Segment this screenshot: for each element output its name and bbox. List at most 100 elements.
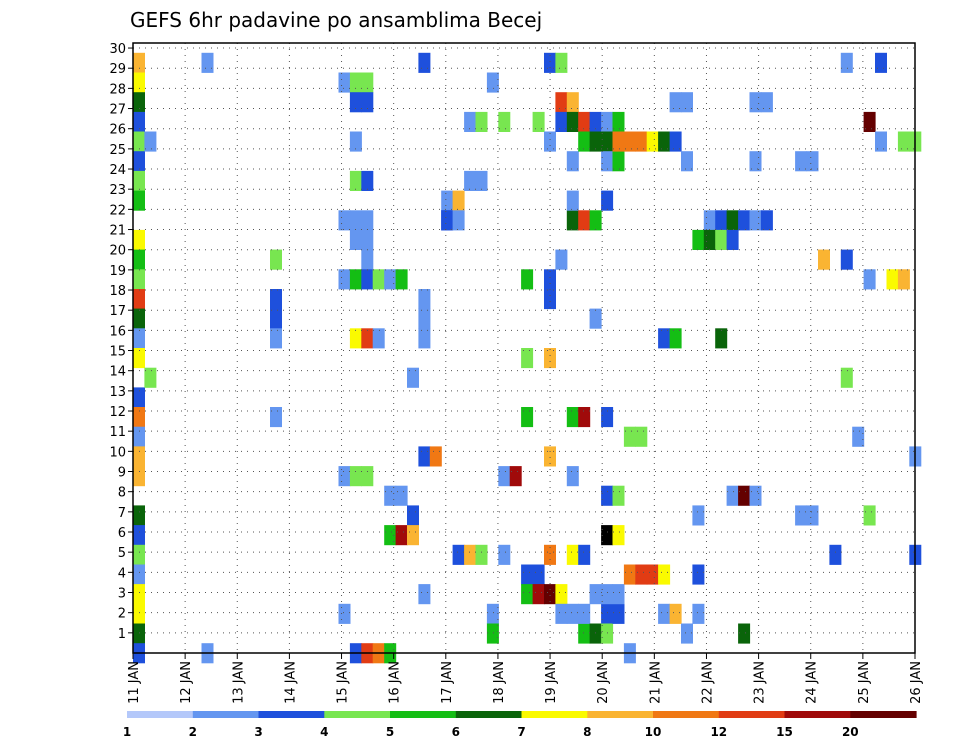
heatmap-cell <box>635 426 648 447</box>
legend-label: 4 <box>320 725 328 739</box>
legend-swatch <box>324 711 391 718</box>
heatmap-cell <box>133 111 145 132</box>
x-tick-label: 11 JAN <box>127 661 142 704</box>
heatmap-cell <box>133 544 145 565</box>
heatmap-cell <box>133 348 145 369</box>
heatmap-cell <box>418 52 431 73</box>
heatmap-cell <box>623 564 636 585</box>
heatmap-cells <box>133 52 922 664</box>
heatmap-cell <box>361 249 374 270</box>
heatmap-cell <box>601 623 614 644</box>
x-tick-label: 20 JAN <box>596 661 611 704</box>
heatmap-cell <box>566 151 579 172</box>
legend-swatch <box>653 711 720 718</box>
heatmap-cell <box>612 131 625 152</box>
heatmap-cell <box>578 603 591 624</box>
legend-label: 6 <box>452 725 460 739</box>
heatmap-cell <box>133 308 145 329</box>
heatmap-cell <box>897 131 910 152</box>
legend-label: 1 <box>123 725 131 739</box>
heatmap-cell <box>806 505 819 526</box>
heatmap-cell <box>601 603 614 624</box>
heatmap-cell <box>338 210 351 231</box>
x-axis: 11 JAN 12 JAN 13 JAN 14 JAN 15 JAN 16 JAN 17 J… <box>127 653 924 704</box>
heatmap-cell <box>133 249 145 270</box>
heatmap-cell <box>566 544 579 565</box>
heatmap-cell <box>692 505 705 526</box>
heatmap-cell <box>623 426 636 447</box>
heatmap-cell <box>589 111 602 132</box>
heatmap-cell <box>349 269 362 290</box>
heatmap-cell <box>566 111 579 132</box>
y-tick-label: 29 <box>109 62 126 77</box>
legend-swatch <box>587 711 654 718</box>
heatmap-cell <box>681 92 693 113</box>
heatmap-cell <box>555 584 568 605</box>
heatmap-cell <box>133 229 145 250</box>
heatmap-cell <box>692 603 705 624</box>
heatmap-cell <box>623 131 636 152</box>
x-tick-label: 22 JAN <box>700 661 715 704</box>
heatmap-cell <box>555 92 568 113</box>
legend-label: 3 <box>254 725 262 739</box>
heatmap-cell <box>133 407 145 428</box>
heatmap-cell <box>532 111 545 132</box>
heatmap-cell <box>544 584 556 605</box>
heatmap-cell <box>852 426 865 447</box>
heatmap-cell <box>486 603 499 624</box>
heatmap-cell <box>612 584 625 605</box>
heatmap-cell <box>544 289 556 310</box>
heatmap-cell <box>349 466 362 487</box>
heatmap-cell <box>738 485 751 506</box>
heatmap-cell <box>578 210 591 231</box>
heatmap-cell <box>601 131 614 152</box>
heatmap-cell <box>270 249 282 270</box>
heatmap-cell <box>133 623 145 644</box>
heatmap-cell <box>760 92 773 113</box>
heatmap-cell <box>395 525 408 546</box>
heatmap-cell <box>133 387 145 408</box>
heatmap-cell <box>566 603 579 624</box>
y-tick-label: 27 <box>109 103 126 118</box>
heatmap-cell <box>498 111 511 132</box>
heatmap-cell <box>544 131 556 152</box>
heatmap-cell <box>338 72 351 93</box>
x-tick-label: 21 JAN <box>648 661 663 704</box>
heatmap-cell <box>612 111 625 132</box>
legend-label: 7 <box>517 725 525 739</box>
heatmap-cell <box>521 348 534 369</box>
heatmap-cell <box>270 407 282 428</box>
heatmap-cell <box>361 466 374 487</box>
heatmap-cell <box>760 210 773 231</box>
heatmap-cell <box>407 525 419 546</box>
y-tick-label: 23 <box>109 183 126 198</box>
heatmap-cell <box>133 289 145 310</box>
heatmap-cell <box>349 210 362 231</box>
heatmap-cell <box>338 466 351 487</box>
heatmap-cell <box>578 544 591 565</box>
y-tick-label: 26 <box>109 123 126 138</box>
heatmap-cell <box>384 525 397 546</box>
y-tick-label: 25 <box>109 143 126 158</box>
heatmap-cell <box>532 584 545 605</box>
y-tick-label: 14 <box>109 365 126 380</box>
heatmap-cell <box>395 485 408 506</box>
x-tick-label: 16 JAN <box>388 661 403 704</box>
heatmap-cell <box>635 131 648 152</box>
legend-label: 2 <box>189 725 197 739</box>
heatmap-cell <box>418 328 431 349</box>
heatmap-cell <box>407 505 419 526</box>
heatmap-cell <box>429 446 442 467</box>
heatmap-cell <box>475 544 488 565</box>
color-legend: 1 2 3 4 5 6 7 8 10 12 15 20 <box>123 711 917 739</box>
legend-label: 15 <box>776 725 793 739</box>
heatmap-cell <box>498 544 511 565</box>
heatmap-cell <box>555 52 568 73</box>
heatmap-cell <box>521 407 534 428</box>
y-axis: 1234567891011121314151617181920212223242… <box>109 42 133 642</box>
heatmap-cell <box>441 190 454 211</box>
heatmap-cell <box>464 111 477 132</box>
x-tick-label: 13 JAN <box>231 661 246 704</box>
heatmap-cell <box>669 603 682 624</box>
